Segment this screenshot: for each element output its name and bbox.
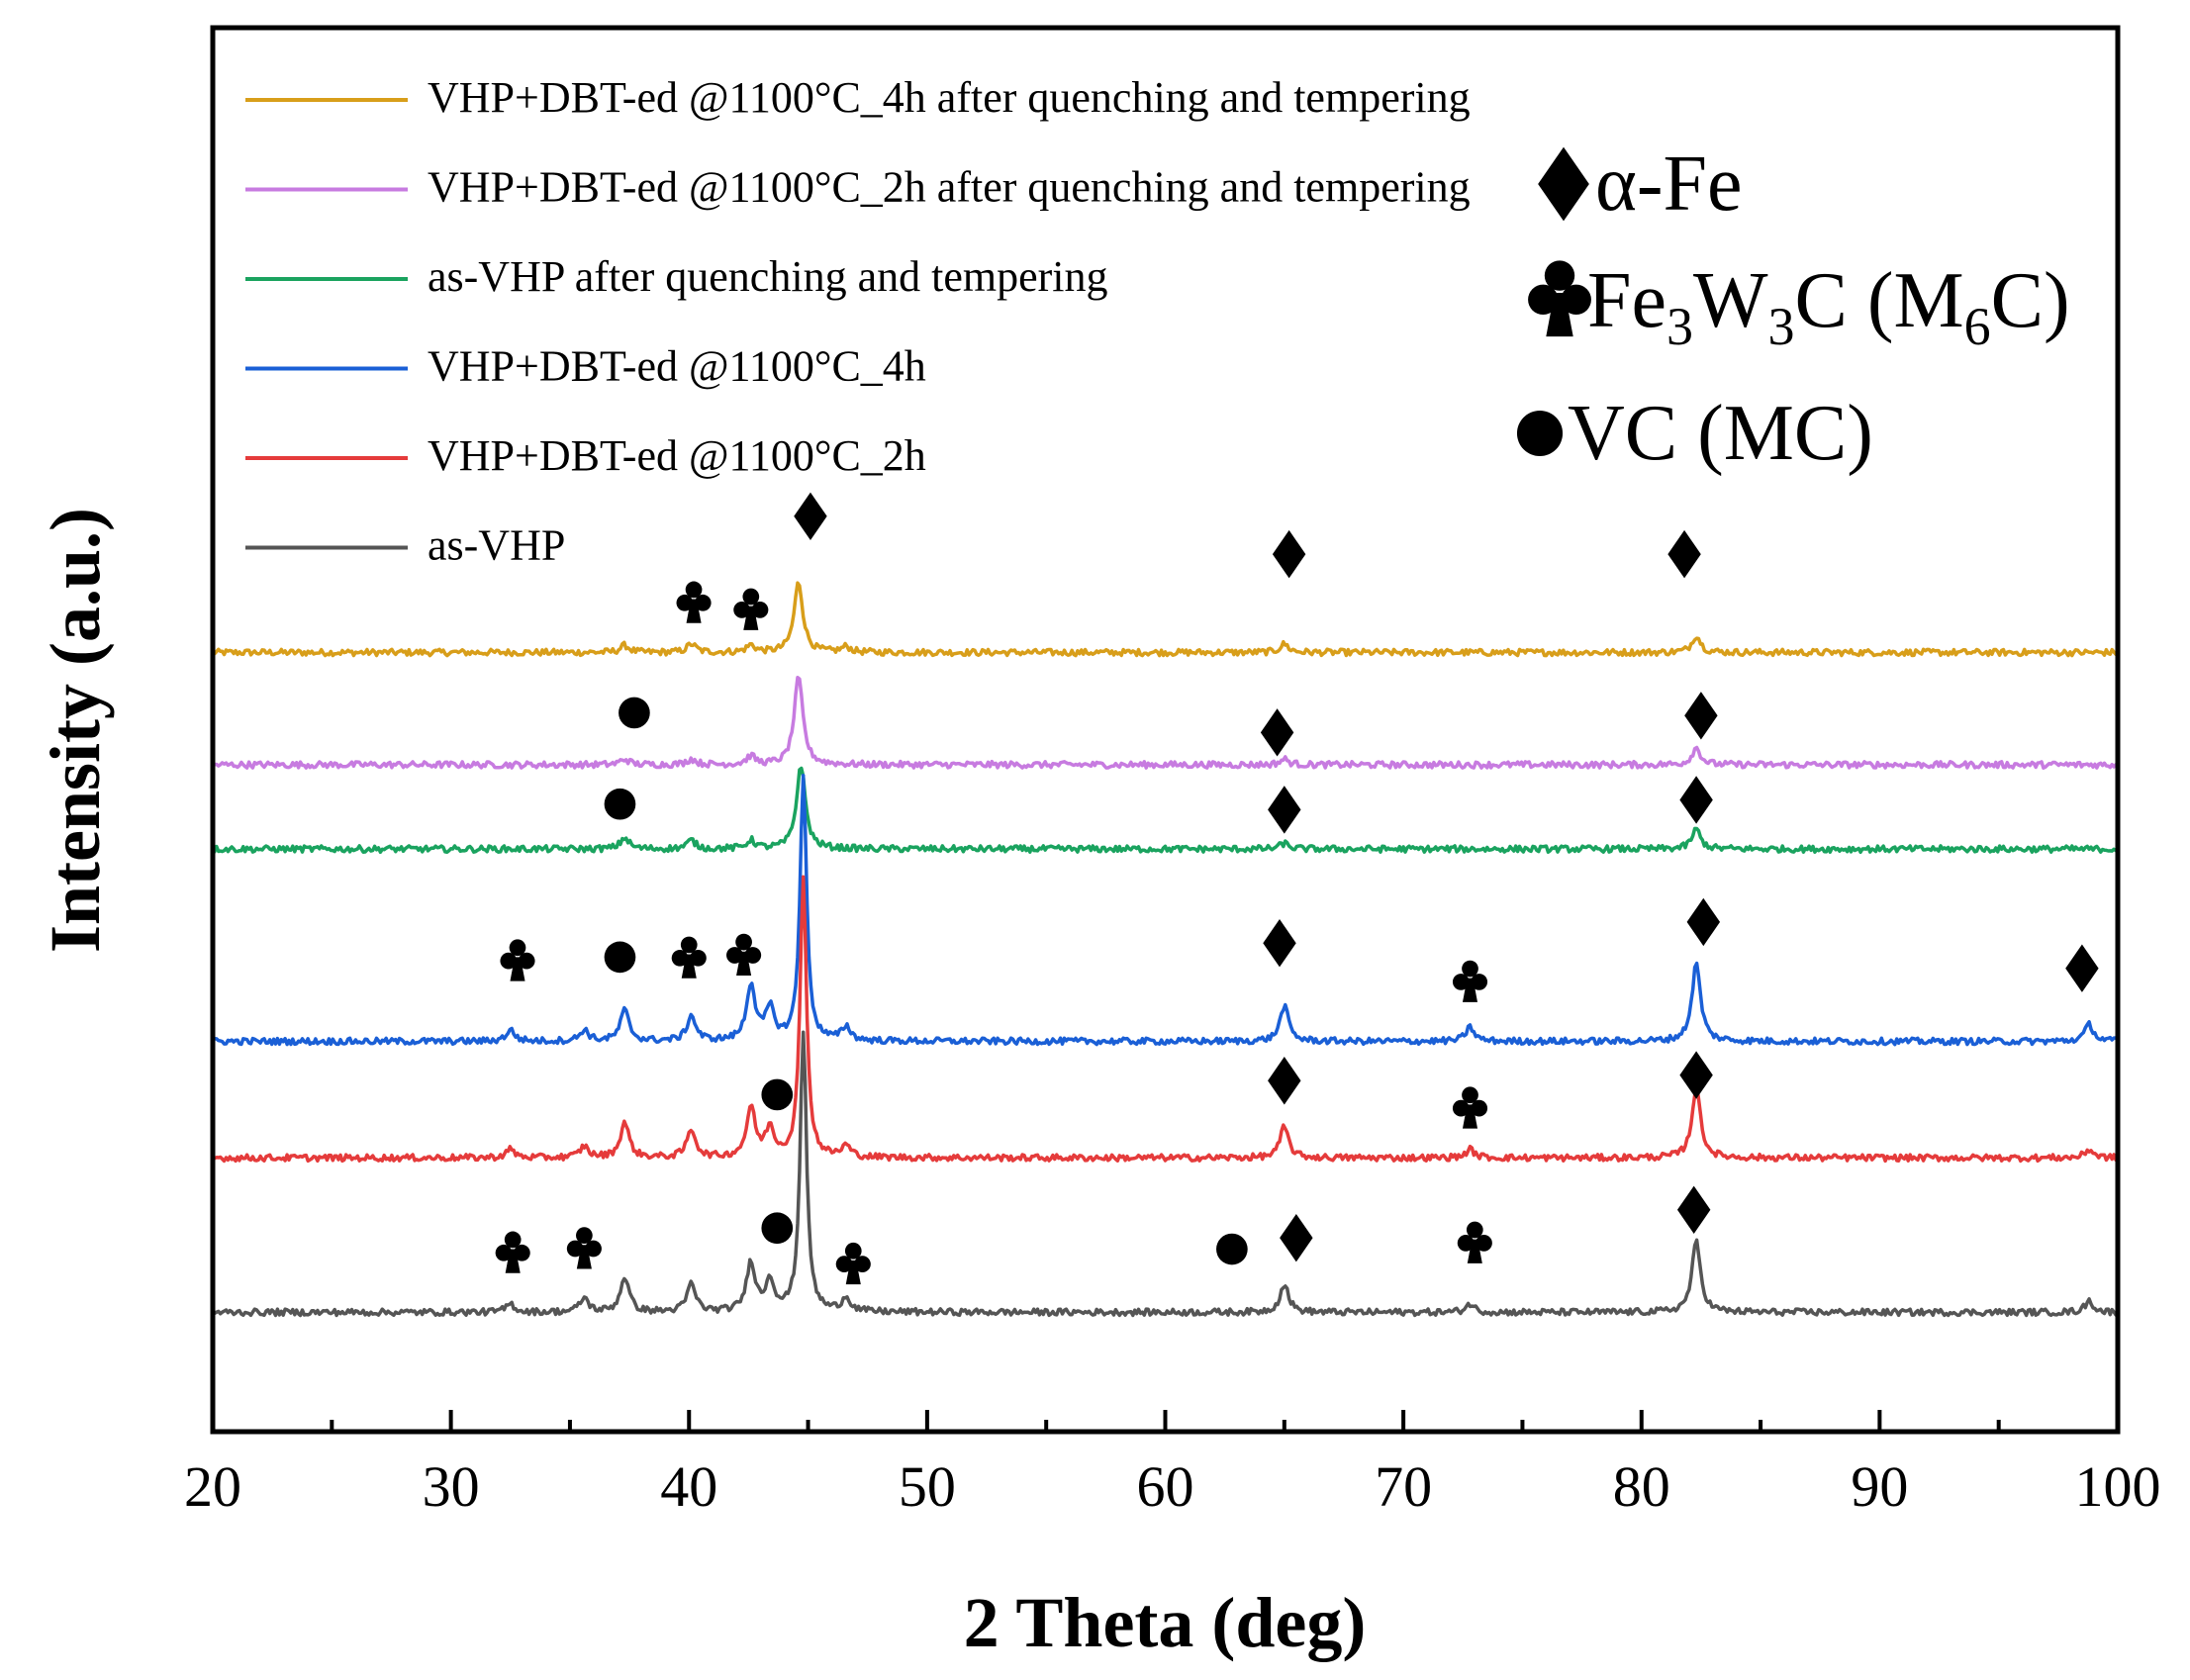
phase-label-part: 3 bbox=[1666, 297, 1693, 356]
diamond-marker bbox=[794, 492, 827, 541]
phase-label-alpha-fe: α-Fe bbox=[1595, 140, 1743, 228]
phase-label-part: C) bbox=[1991, 257, 2070, 344]
club-marker bbox=[1452, 960, 1488, 1002]
legend-label-1: VHP+DBT-ed @1100°C_2h after quenching an… bbox=[428, 163, 1471, 212]
club-marker bbox=[671, 936, 707, 979]
diamond-marker bbox=[1272, 529, 1306, 579]
phase-label-part: C (M bbox=[1795, 257, 1964, 344]
phase-diamond-icon bbox=[1538, 146, 1589, 222]
x-tick-label: 50 bbox=[899, 1454, 956, 1519]
peak-annotations bbox=[495, 492, 2099, 1285]
y-axis-title: Intensity (a.u.) bbox=[36, 508, 115, 953]
diamond-marker bbox=[1268, 1057, 1301, 1105]
circle-marker bbox=[1216, 1233, 1248, 1265]
diamond-marker bbox=[1260, 708, 1294, 757]
x-tick-label: 80 bbox=[1613, 1454, 1670, 1519]
circle-marker bbox=[761, 1212, 794, 1245]
diamond-marker bbox=[1268, 786, 1301, 834]
club-marker bbox=[500, 939, 535, 981]
x-tick-label: 40 bbox=[660, 1454, 717, 1519]
x-tick-label: 30 bbox=[423, 1454, 480, 1519]
diamond-marker bbox=[1679, 1051, 1713, 1099]
series-legend: VHP+DBT-ed @1100°C_4h after quenching an… bbox=[245, 73, 1471, 570]
legend-label-0: VHP+DBT-ed @1100°C_4h after quenching an… bbox=[428, 73, 1471, 122]
diamond-marker bbox=[2065, 944, 2099, 992]
phase-label-m6c: Fe3W3C (M6C) bbox=[1587, 257, 2070, 356]
club-marker bbox=[835, 1242, 871, 1285]
legend-label-4: VHP+DBT-ed @1100°C_2h bbox=[428, 431, 926, 480]
trace-3 bbox=[211, 773, 2120, 1047]
phase-label-part: 6 bbox=[1964, 297, 1991, 356]
phase-label-part: W bbox=[1693, 257, 1768, 344]
x-tick-label: 70 bbox=[1375, 1454, 1432, 1519]
circle-marker bbox=[604, 941, 636, 974]
club-marker bbox=[726, 933, 762, 976]
trace-2 bbox=[212, 766, 2119, 855]
trace-1 bbox=[211, 675, 2120, 770]
club-marker bbox=[733, 588, 769, 630]
legend-label-2: as-VHP after quenching and tempering bbox=[428, 252, 1107, 301]
club-marker bbox=[676, 581, 712, 623]
club-marker bbox=[1452, 1086, 1488, 1129]
circle-marker bbox=[761, 1078, 794, 1111]
x-tick-label: 100 bbox=[2075, 1454, 2161, 1519]
x-tick-label: 90 bbox=[1851, 1454, 1908, 1519]
diamond-marker bbox=[1684, 692, 1718, 740]
phase-label-part: Fe bbox=[1587, 257, 1666, 344]
phase-club-icon bbox=[1528, 260, 1591, 337]
club-marker bbox=[1457, 1221, 1492, 1263]
circle-marker bbox=[604, 788, 636, 820]
phase-label-vc: VC (MC) bbox=[1568, 390, 1873, 477]
diamond-marker bbox=[1676, 1185, 1711, 1234]
diamond-marker bbox=[1686, 897, 1721, 947]
trace-0 bbox=[211, 581, 2119, 658]
series-traces bbox=[211, 581, 2120, 1318]
legend-label-5: as-VHP bbox=[428, 521, 565, 570]
x-tick-label: 20 bbox=[184, 1454, 241, 1519]
phase-circle-icon bbox=[1516, 410, 1564, 457]
trace-5 bbox=[211, 1030, 2119, 1318]
x-tick-label: 60 bbox=[1137, 1454, 1194, 1519]
diamond-marker bbox=[1667, 529, 1701, 579]
club-marker bbox=[495, 1231, 530, 1273]
diamond-marker bbox=[1679, 776, 1713, 824]
trace-4 bbox=[211, 875, 2120, 1164]
phase-label-part: 3 bbox=[1768, 297, 1795, 356]
diamond-marker bbox=[1263, 918, 1296, 968]
x-axis-ticks: 20 30 40 50 60 70 80 90 100 bbox=[184, 1410, 2161, 1519]
circle-marker bbox=[619, 697, 650, 729]
x-axis-title: 2 Theta (deg) bbox=[964, 1583, 1367, 1662]
diamond-marker bbox=[1280, 1213, 1313, 1262]
club-marker bbox=[566, 1227, 602, 1269]
legend-label-3: VHP+DBT-ed @1100°C_4h bbox=[428, 342, 926, 391]
